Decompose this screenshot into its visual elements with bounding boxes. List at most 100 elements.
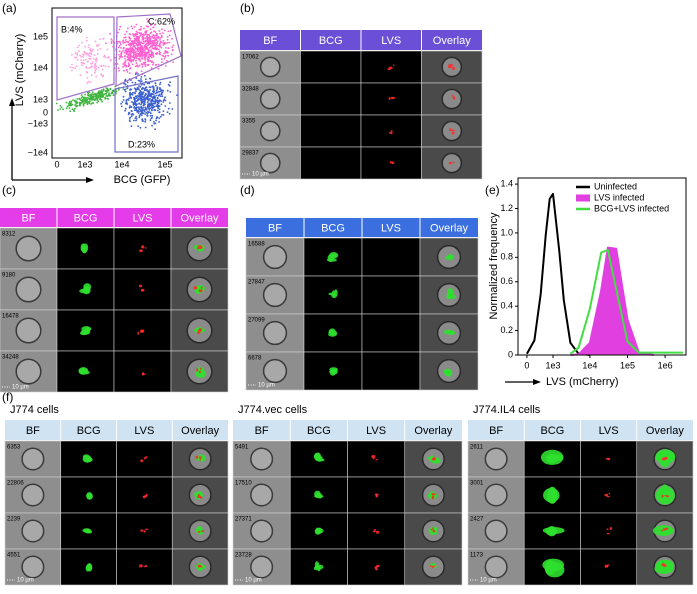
- y-tick-label: 0.2: [500, 325, 513, 335]
- event-dot: [104, 65, 107, 68]
- event-dot: [88, 66, 91, 69]
- event-dot: [117, 46, 120, 49]
- event-dot: [87, 53, 90, 56]
- cell-id: 6678: [248, 356, 262, 362]
- event-dot: [145, 40, 147, 43]
- event-dot: [92, 57, 95, 60]
- cell-image: [56, 350, 115, 393]
- event-dot: [151, 109, 153, 112]
- event-dot: [145, 78, 147, 80]
- event-dot: [160, 58, 163, 61]
- event-dot: [82, 62, 85, 64]
- event-dot: [138, 28, 141, 31]
- event-dot: [95, 57, 98, 60]
- fluor-blob: [198, 530, 200, 534]
- event-dot: [126, 71, 129, 73]
- event-dot: [134, 95, 137, 98]
- column-header: BF: [489, 425, 503, 437]
- cell-outline: [259, 120, 281, 142]
- event-dot: [110, 42, 113, 45]
- event-dot: [72, 99, 74, 101]
- event-dot: [141, 48, 144, 51]
- event-dot: [80, 61, 83, 64]
- event-dot: [139, 90, 142, 93]
- event-dot: [139, 126, 142, 129]
- fluor-blob: [331, 253, 337, 258]
- event-dot: [134, 117, 137, 120]
- event-dot: [164, 105, 167, 107]
- event-dot: [162, 99, 165, 102]
- event-dot: [117, 40, 119, 43]
- fluor-blob: [451, 129, 456, 132]
- cell-id: 29837: [242, 151, 259, 157]
- event-dot: [141, 39, 144, 41]
- event-dot: [146, 101, 149, 104]
- event-dot: [128, 72, 131, 75]
- event-dot: [164, 50, 167, 53]
- event-dot: [163, 57, 166, 60]
- panel-label: (b): [240, 1, 255, 15]
- event-dot: [88, 44, 90, 46]
- event-dot: [126, 103, 129, 105]
- plot-frame: [517, 177, 687, 356]
- cell-outline: [259, 56, 281, 78]
- event-dot: [152, 105, 155, 107]
- event-dot: [97, 94, 100, 97]
- event-dot: [128, 97, 131, 100]
- event-dot: [157, 48, 160, 51]
- column-header: LVS: [366, 425, 386, 437]
- event-dot: [121, 56, 124, 58]
- event-dot: [89, 50, 92, 52]
- event-dot: [139, 60, 142, 62]
- event-dot: [163, 29, 166, 32]
- event-dot: [149, 111, 151, 114]
- fluor-blob: [542, 558, 565, 572]
- event-dot: [146, 37, 149, 40]
- event-dot: [161, 91, 163, 94]
- panel-label: (f): [2, 390, 13, 404]
- fluor-blob: [663, 457, 668, 460]
- event-dot: [146, 88, 148, 91]
- table-title: J774.IL4 cells: [473, 404, 541, 416]
- column-header: BCG: [319, 35, 343, 47]
- cell-id: 8312: [2, 232, 16, 238]
- area: [570, 247, 654, 355]
- event-dot: [148, 46, 151, 49]
- fluor-blob: [372, 458, 375, 460]
- event-dot: [140, 41, 143, 44]
- fluor-blob: [607, 564, 609, 567]
- event-dot: [105, 87, 108, 89]
- fluor-blob: [197, 331, 201, 335]
- event-dot: [150, 53, 153, 55]
- event-dot: [62, 108, 64, 111]
- event-dot: [152, 100, 155, 102]
- event-dot: [152, 34, 155, 36]
- event-dot: [169, 81, 172, 84]
- event-dot: [144, 106, 147, 109]
- event-dot: [106, 88, 109, 91]
- fluor-blob: [145, 493, 148, 497]
- event-dot: [142, 62, 145, 64]
- fluor-blob: [197, 495, 201, 499]
- event-dot: [123, 69, 125, 72]
- column-header: Overlay: [181, 212, 219, 224]
- event-dot: [124, 90, 127, 93]
- event-dot: [169, 102, 171, 104]
- event-dot: [123, 88, 126, 91]
- cell-outline: [262, 320, 288, 346]
- x-tick-label: 0: [524, 360, 529, 370]
- event-dot: [158, 94, 160, 97]
- event-dot: [155, 84, 157, 87]
- event-dot: [152, 55, 155, 58]
- event-dot: [94, 64, 96, 67]
- event-dot: [128, 42, 131, 45]
- cell-outline: [441, 120, 463, 142]
- event-dot: [84, 99, 87, 101]
- event-dot: [153, 122, 156, 125]
- event-dot: [156, 87, 159, 90]
- fluor-blob: [431, 492, 435, 496]
- event-dot: [132, 119, 135, 122]
- column-header: BF: [26, 425, 40, 437]
- fluor-blob: [430, 528, 434, 531]
- fluor-blob: [543, 488, 560, 503]
